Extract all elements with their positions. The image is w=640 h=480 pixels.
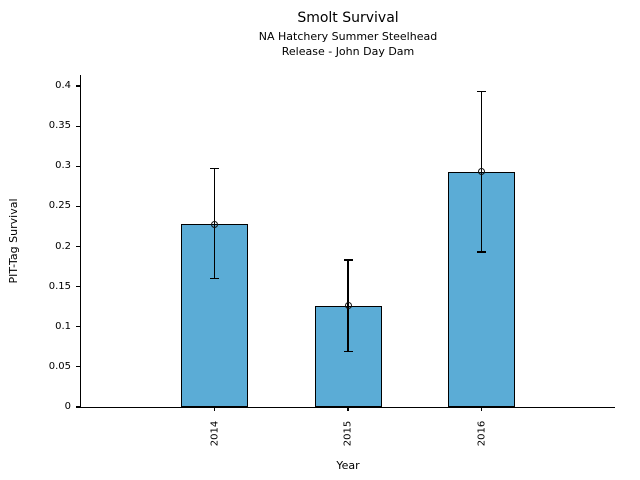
y-tick-label: 0.35 xyxy=(48,120,71,132)
y-tick-mark xyxy=(76,406,80,408)
chart-subtitle-line2: Release - John Day Dam xyxy=(281,45,415,58)
chart-title: Smolt Survival xyxy=(297,10,399,26)
error-cap-bottom-2016 xyxy=(477,251,486,253)
chart-subtitle-line1: NA Hatchery Summer Steelhead xyxy=(258,30,438,43)
plot-area: 0 0.05 0.1 0.15 0.2 0.25 0.3 0.35 0.4 2014 2015 201… xyxy=(49,75,615,446)
error-cap-top-2016 xyxy=(477,90,486,93)
y-tick-mark xyxy=(76,245,80,248)
data-point-marker-2016 xyxy=(478,168,485,176)
y-tick-mark xyxy=(76,165,80,167)
y-tick-label: 0.3 xyxy=(55,160,71,172)
error-cap-top-2015 xyxy=(343,259,353,261)
y-tick-mark xyxy=(76,366,80,368)
y-tick-label: 0.05 xyxy=(48,360,71,372)
y-tick-label: 0.25 xyxy=(48,200,71,212)
error-cap-top-2014 xyxy=(210,167,219,170)
x-tick-label: 2016 xyxy=(476,420,487,447)
y-axis-line xyxy=(80,75,82,408)
y-tick-mark xyxy=(76,125,80,127)
x-tick-mark xyxy=(480,407,483,411)
x-axis-label: Year xyxy=(336,459,360,472)
error-cap-bottom-2014 xyxy=(210,277,219,280)
y-axis-label: PIT-Tag Survival xyxy=(7,198,20,284)
x-tick-label: 2014 xyxy=(209,420,220,447)
y-tick-mark xyxy=(76,326,80,328)
y-tick-label: 0 xyxy=(64,401,71,412)
y-tick-label: 0.2 xyxy=(55,240,71,252)
error-cap-bottom-2015 xyxy=(343,350,353,353)
y-tick-label: 0.1 xyxy=(55,320,71,332)
y-tick-mark xyxy=(76,286,80,288)
data-point-marker-2014 xyxy=(211,220,218,228)
x-tick-label: 2015 xyxy=(342,420,354,447)
y-tick-label: 0.15 xyxy=(48,280,71,292)
x-tick-mark xyxy=(213,407,216,411)
y-tick-mark xyxy=(76,205,80,207)
x-tick-mark xyxy=(347,407,349,411)
data-point-marker-2015 xyxy=(344,302,352,310)
y-tick-label: 0.4 xyxy=(55,80,71,91)
y-tick-mark xyxy=(76,85,80,87)
